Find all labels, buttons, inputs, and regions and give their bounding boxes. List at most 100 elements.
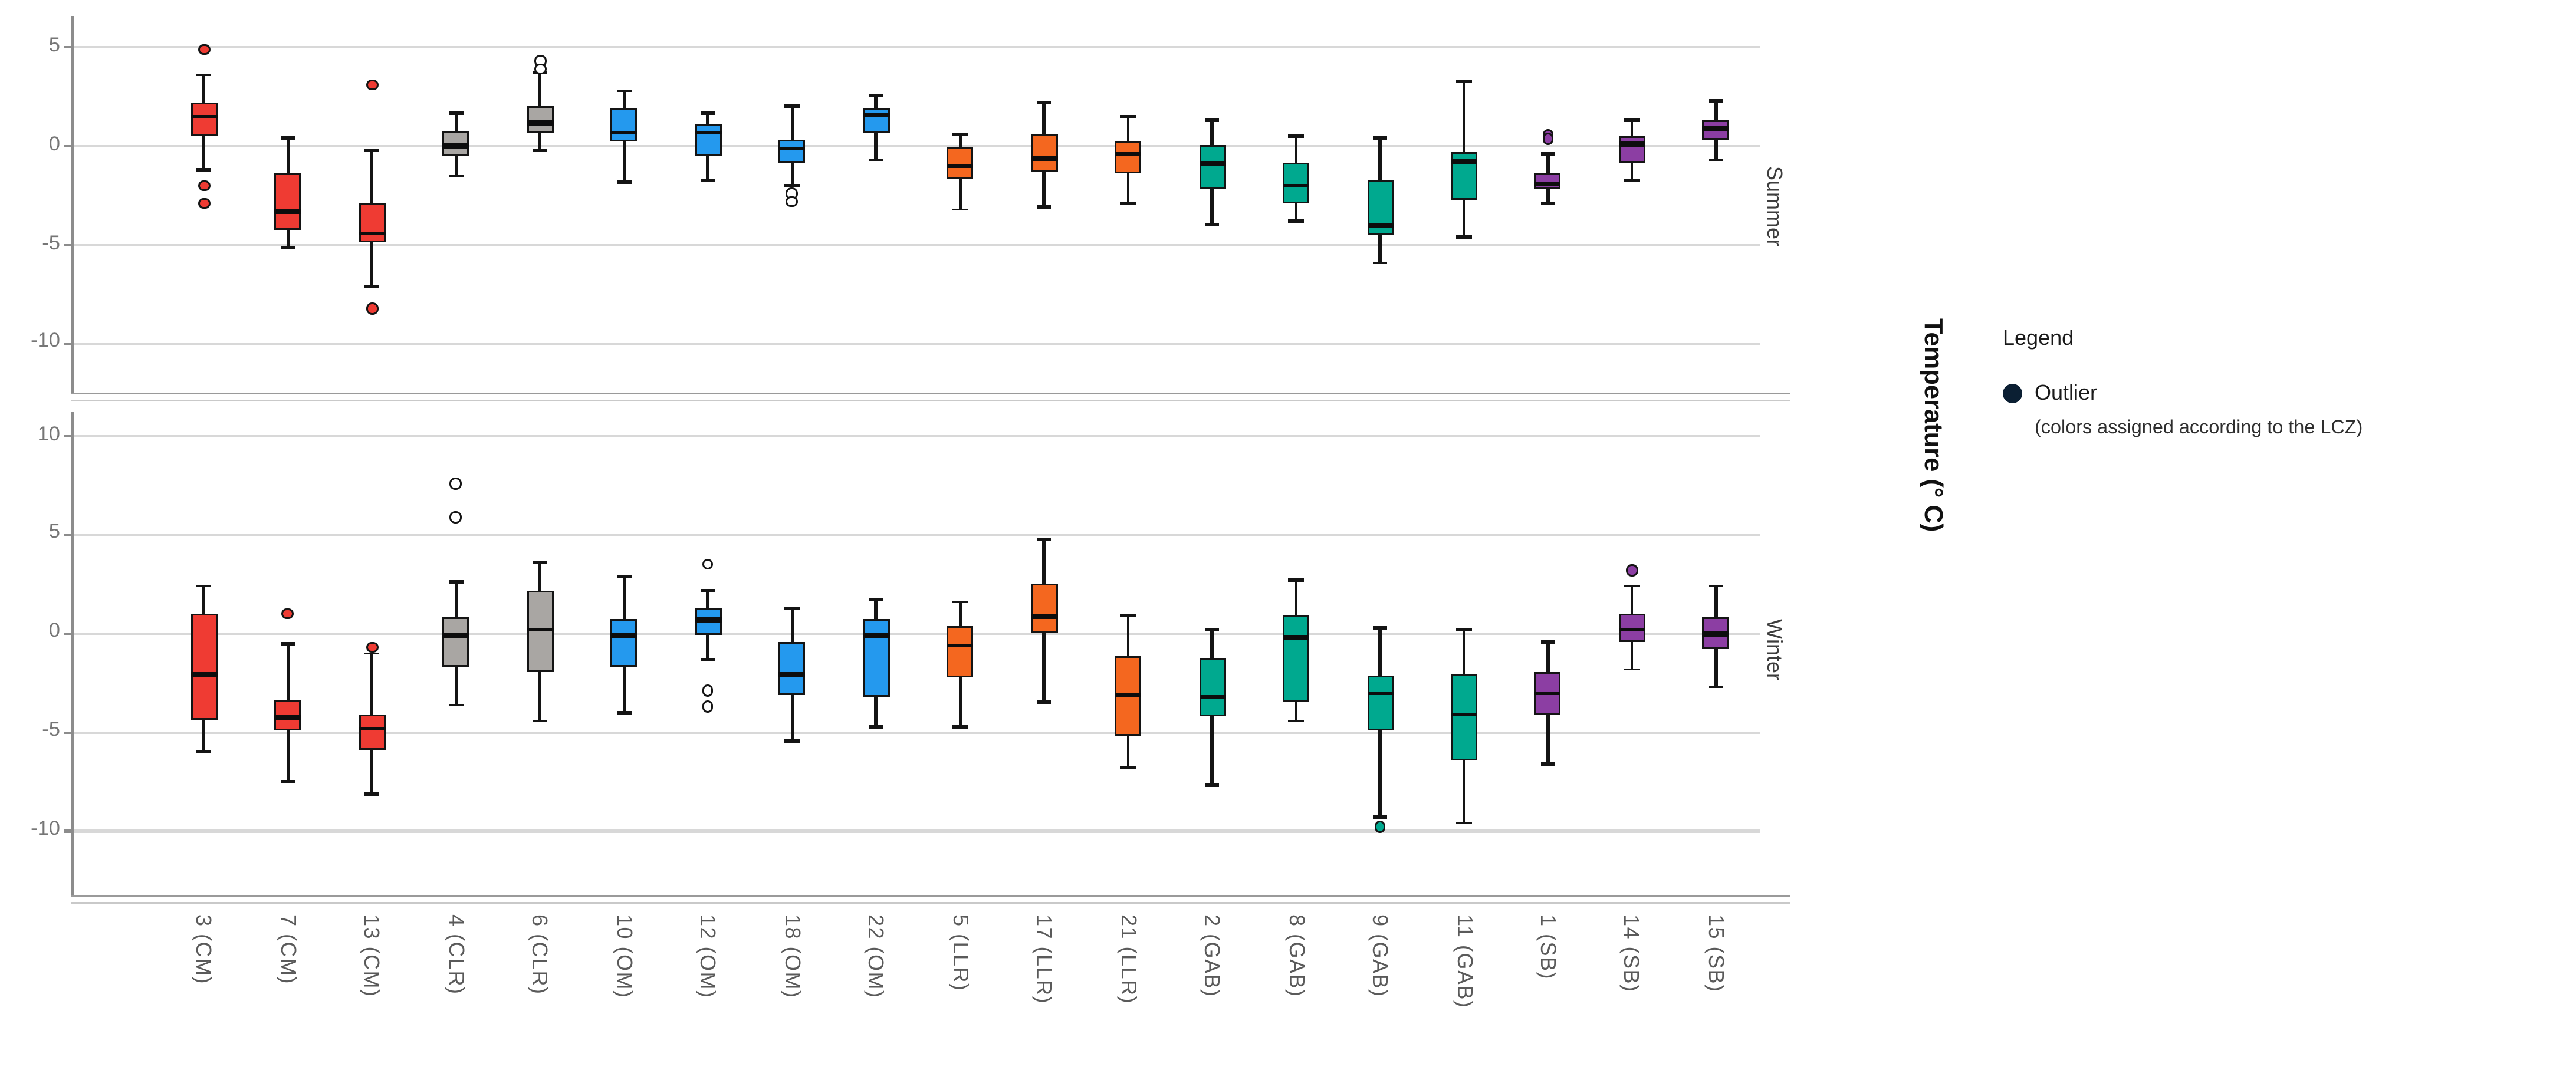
panel-label-winter: Winter xyxy=(1762,619,1787,681)
boxplot-whisker xyxy=(286,138,290,174)
boxplot-median xyxy=(1535,690,1562,696)
boxplot-box xyxy=(1030,134,1057,172)
boxplot-whisker-cap xyxy=(1121,202,1136,205)
boxplot-whisker-cap xyxy=(1036,701,1052,704)
boxplot-whisker xyxy=(202,136,206,170)
boxplot-whisker-cap xyxy=(364,792,380,796)
x-category-label: 21 (LLR) xyxy=(1115,914,1141,1005)
gridline xyxy=(73,632,1760,635)
boxplot-whisker xyxy=(1546,715,1550,765)
y-axis-line xyxy=(70,412,74,897)
boxplot-box xyxy=(274,173,301,229)
gridline xyxy=(73,731,1760,734)
outlier-point xyxy=(366,302,378,314)
boxplot-whisker xyxy=(1630,120,1634,137)
boxplot-whisker-cap xyxy=(533,561,548,564)
boxplot-whisker-cap xyxy=(784,184,800,187)
gridline xyxy=(73,534,1760,536)
boxplot-whisker xyxy=(1294,703,1298,721)
boxplot-whisker xyxy=(538,562,542,591)
boxplot-whisker-cap xyxy=(196,584,212,588)
x-category-label: 5 (LLR) xyxy=(947,914,972,992)
boxplot-median xyxy=(778,673,806,678)
boxplot-median xyxy=(527,627,554,633)
boxplot-whisker-cap xyxy=(1624,667,1639,671)
boxplot-median xyxy=(442,633,469,638)
boxplot-whisker xyxy=(1630,641,1634,670)
boxplot-median xyxy=(1451,159,1477,164)
boxplot-whisker xyxy=(1378,235,1382,263)
boxplot-whisker-cap xyxy=(533,149,548,152)
boxplot-median xyxy=(1366,223,1394,228)
boxplot-whisker xyxy=(370,150,374,204)
boxplot-median xyxy=(947,643,974,648)
x-category-label: 10 (OM) xyxy=(612,914,637,999)
x-category-label: 7 (CM) xyxy=(275,914,301,985)
boxplot-box xyxy=(778,140,806,162)
boxplot-median xyxy=(442,144,469,149)
boxplot-whisker-cap xyxy=(1624,584,1639,588)
boxplot-median xyxy=(695,130,722,135)
boxplot-whisker xyxy=(874,94,878,109)
boxplot-median xyxy=(1115,692,1142,697)
boxplot-whisker xyxy=(1462,760,1466,824)
boxplot-box xyxy=(1283,162,1310,204)
boxplot-whisker xyxy=(1546,189,1550,204)
panel-separator-light xyxy=(70,901,1790,903)
boxplot-median xyxy=(1618,141,1645,147)
gridline xyxy=(73,830,1760,832)
gridline xyxy=(73,434,1760,437)
boxplot-whisker-cap xyxy=(1456,628,1472,631)
boxplot-whisker xyxy=(1462,81,1466,153)
y-tick xyxy=(64,145,73,147)
boxplot-whisker-cap xyxy=(1204,628,1220,631)
boxplot-whisker-cap xyxy=(784,739,800,742)
boxplot-whisker-cap xyxy=(1456,235,1472,239)
boxplot-whisker-cap xyxy=(1288,719,1304,723)
boxplot-whisker-cap xyxy=(1204,223,1220,227)
boxplot-whisker-cap xyxy=(1372,626,1388,630)
y-tick xyxy=(64,534,73,536)
outlier-point xyxy=(450,478,462,490)
boxplot-box xyxy=(1283,615,1310,703)
boxplot-box xyxy=(190,103,218,137)
boxplot-whisker xyxy=(1462,199,1466,238)
boxplot-box xyxy=(610,620,638,667)
boxplot-median xyxy=(359,726,386,731)
boxplot-whisker-cap xyxy=(700,657,716,661)
boxplot-whisker xyxy=(202,720,206,752)
boxplot-whisker xyxy=(706,636,710,660)
boxplot-median xyxy=(1198,162,1225,167)
boxplot-whisker-cap xyxy=(1121,766,1136,770)
boxplot-whisker-cap xyxy=(784,105,800,108)
boxplot-whisker xyxy=(1630,586,1634,614)
boxplot-whisker xyxy=(454,156,458,176)
boxplot-whisker xyxy=(790,608,794,642)
boxplot-whisker-cap xyxy=(1204,784,1220,788)
boxplot-whisker-cap xyxy=(868,93,883,97)
boxplot-whisker xyxy=(1126,736,1130,768)
boxplot-whisker xyxy=(958,677,962,727)
outlier-point xyxy=(702,700,714,713)
outlier-point xyxy=(366,79,378,91)
boxplot-whisker xyxy=(1378,138,1382,180)
boxplot-whisker-cap xyxy=(952,133,968,136)
boxplot-whisker-cap xyxy=(1540,152,1556,156)
boxplot-whisker xyxy=(1714,586,1718,618)
boxplot-median xyxy=(1451,712,1477,717)
boxplot-box xyxy=(778,641,806,695)
boxplot-whisker xyxy=(202,75,206,103)
y-tick xyxy=(64,633,73,635)
boxplot-whisker-cap xyxy=(1624,118,1639,123)
boxplot-whisker xyxy=(1210,120,1214,144)
boxplot-median xyxy=(610,130,638,135)
boxplot-whisker xyxy=(1042,633,1046,703)
boxplot-whisker xyxy=(202,586,206,614)
x-category-label: 1 (SB) xyxy=(1535,914,1560,980)
x-category-label: 12 (OM) xyxy=(695,914,721,999)
boxplot-whisker-cap xyxy=(1288,219,1304,223)
boxplot-median xyxy=(1030,156,1057,161)
boxplot-whisker-cap xyxy=(196,750,212,754)
boxplot-whisker xyxy=(1126,615,1130,656)
x-category-label: 18 (OM) xyxy=(779,914,804,999)
